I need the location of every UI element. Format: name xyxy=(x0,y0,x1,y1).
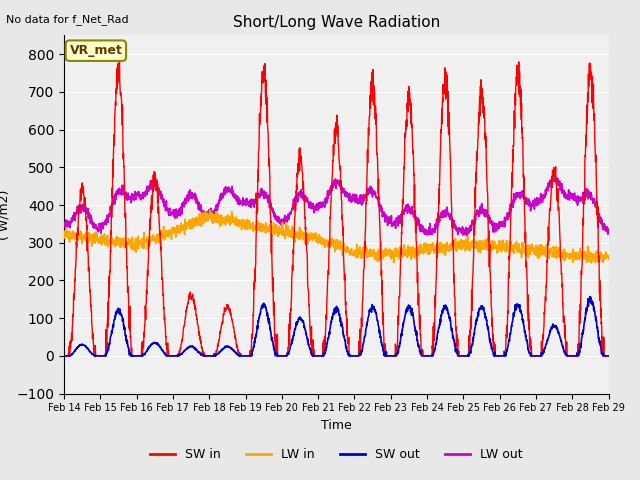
Title: Short/Long Wave Radiation: Short/Long Wave Radiation xyxy=(233,15,440,30)
Y-axis label: ( W/m2): ( W/m2) xyxy=(0,189,11,240)
Legend: SW in, LW in, SW out, LW out: SW in, LW in, SW out, LW out xyxy=(145,443,527,466)
X-axis label: Time: Time xyxy=(321,419,351,432)
Text: No data for f_Net_Rad: No data for f_Net_Rad xyxy=(6,14,129,25)
Text: VR_met: VR_met xyxy=(70,44,122,57)
